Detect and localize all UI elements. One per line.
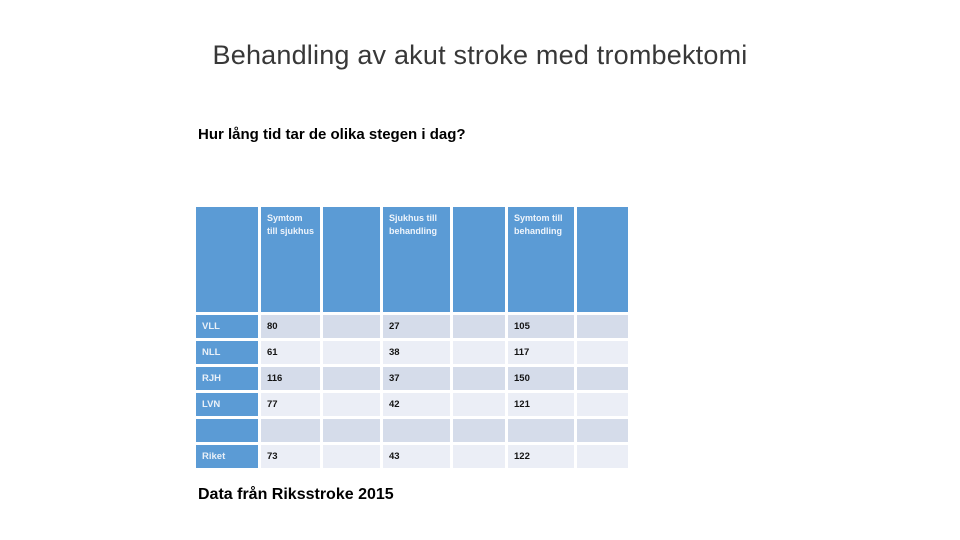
value-cell: 77 [261, 393, 320, 416]
row-label-cell: VLL [196, 315, 258, 338]
value-cell [577, 419, 628, 442]
table-row [196, 419, 628, 442]
value-cell: 80 [261, 315, 320, 338]
value-cell [453, 445, 505, 468]
value-cell: 42 [383, 393, 450, 416]
value-cell: 43 [383, 445, 450, 468]
value-cell: 37 [383, 367, 450, 390]
value-cell: 27 [383, 315, 450, 338]
slide-subtitle: Hur lång tid tar de olika stegen i dag? [198, 126, 466, 143]
table-header-cell [577, 207, 628, 312]
value-cell [323, 341, 380, 364]
value-cell [323, 393, 380, 416]
value-cell: 116 [261, 367, 320, 390]
table-header-row: Symtom till sjukhus Sjukhus till behandli… [196, 207, 628, 312]
value-cell [453, 393, 505, 416]
value-cell [453, 419, 505, 442]
row-label-cell: Riket [196, 445, 258, 468]
value-cell [577, 393, 628, 416]
value-cell [323, 367, 380, 390]
value-cell [577, 341, 628, 364]
table-header-cell [323, 207, 380, 312]
value-cell [577, 445, 628, 468]
table-header-cell: Symtom till sjukhus [261, 207, 320, 312]
table-row: RJH 116 37 150 [196, 367, 628, 390]
table-row: VLL 80 27 105 [196, 315, 628, 338]
value-cell [453, 367, 505, 390]
value-cell: 122 [508, 445, 574, 468]
value-cell [577, 315, 628, 338]
value-cell [508, 419, 574, 442]
table-header-cell: Sjukhus till behandling [383, 207, 450, 312]
row-label-cell [196, 419, 258, 442]
table-header-cell [453, 207, 505, 312]
value-cell [383, 419, 450, 442]
value-cell: 121 [508, 393, 574, 416]
value-cell [261, 419, 320, 442]
value-cell [453, 315, 505, 338]
value-cell: 73 [261, 445, 320, 468]
data-table: Symtom till sjukhus Sjukhus till behandli… [193, 204, 631, 471]
value-cell: 105 [508, 315, 574, 338]
table-container: Symtom till sjukhus Sjukhus till behandli… [193, 204, 631, 471]
slide-footer: Data från Riksstroke 2015 [198, 486, 394, 503]
value-cell: 150 [508, 367, 574, 390]
table-body: Symtom till sjukhus Sjukhus till behandli… [196, 207, 628, 468]
value-cell: 117 [508, 341, 574, 364]
table-row: LVN 77 42 121 [196, 393, 628, 416]
value-cell: 61 [261, 341, 320, 364]
table-header-cell: Symtom till behandling [508, 207, 574, 312]
value-cell [577, 367, 628, 390]
table-header-cell [196, 207, 258, 312]
value-cell [323, 445, 380, 468]
slide-title: Behandling av akut stroke med trombektom… [212, 40, 748, 70]
value-cell: 38 [383, 341, 450, 364]
value-cell [323, 419, 380, 442]
table-row: NLL 61 38 117 [196, 341, 628, 364]
value-cell [453, 341, 505, 364]
table-row: Riket 73 43 122 [196, 445, 628, 468]
row-label-cell: NLL [196, 341, 258, 364]
value-cell [323, 315, 380, 338]
row-label-cell: RJH [196, 367, 258, 390]
row-label-cell: LVN [196, 393, 258, 416]
